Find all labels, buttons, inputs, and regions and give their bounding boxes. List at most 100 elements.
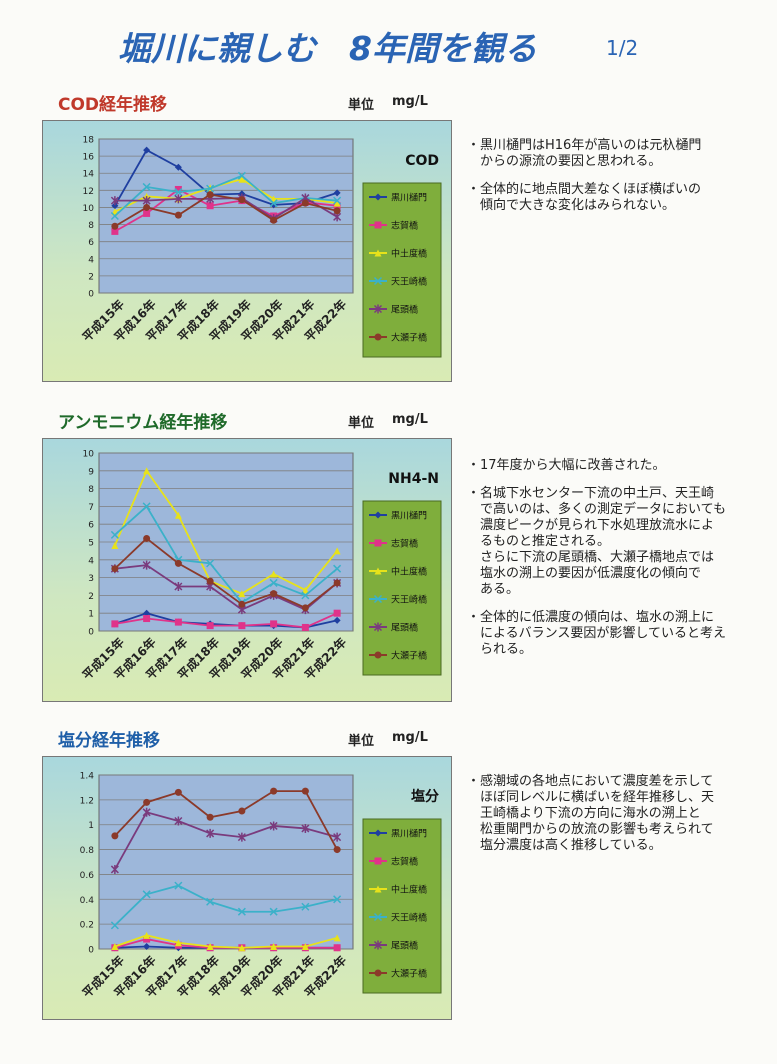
legend-label: 尾頭橋: [391, 940, 418, 952]
data-point: [238, 600, 246, 608]
salinity-unit-value: mg/L: [392, 730, 428, 745]
data-point: [174, 582, 183, 591]
data-point: [238, 944, 246, 952]
data-point: [206, 577, 214, 585]
data-point: [111, 222, 119, 230]
data-point: [301, 787, 309, 795]
data-point: [174, 816, 183, 826]
data-point: [142, 890, 151, 899]
legend-marker: [373, 276, 383, 286]
y-tick-label: 7: [88, 503, 94, 513]
y-tick-label: 10: [83, 204, 95, 214]
salinity-section-title: 塩分経年推移: [58, 731, 160, 751]
chart-title: NH4-N: [388, 471, 439, 487]
data-point: [301, 591, 310, 600]
salinity-notes: ・感潮域の各地点において濃度差を示して ほぼ同レベルに横ばいを経年推移し、天 王…: [467, 774, 767, 866]
data-point: [206, 813, 214, 821]
legend-marker: [374, 193, 382, 201]
legend-label: 中土度橋: [391, 884, 427, 896]
data-point: [269, 578, 278, 587]
legend-label: 黒川樋門: [391, 192, 427, 204]
data-point: [269, 907, 278, 916]
data-point: [333, 616, 341, 624]
data-point: [269, 199, 278, 208]
series-line: [114, 468, 338, 595]
legend-label: 黒川樋門: [391, 510, 427, 522]
legend-label: 尾頭橋: [391, 622, 418, 634]
data-point: [110, 921, 119, 930]
series-line: [114, 537, 338, 609]
data-point: [333, 832, 342, 842]
legend-marker: [373, 594, 383, 604]
y-tick-label: 2: [88, 592, 94, 602]
legend-marker: [374, 829, 382, 837]
legend-label: 中土度橋: [391, 566, 427, 578]
y-tick-label: 0.8: [80, 846, 95, 856]
cod-chart-panel: 0 2 4 6 8 10 12 14 16 18 平成15年 平成16年 平成17年 平成18年 平成19年…: [42, 120, 452, 382]
legend-label: 大瀬子橋: [391, 332, 427, 344]
data-point: [142, 182, 151, 191]
y-tick-label: 18: [83, 136, 95, 146]
data-point: [333, 609, 341, 617]
data-point: [333, 199, 341, 207]
data-point: [174, 163, 182, 171]
y-tick-label: 0: [88, 946, 94, 956]
data-point: [142, 196, 151, 206]
legend-marker: [374, 333, 382, 341]
data-point: [270, 787, 278, 795]
data-point: [206, 191, 214, 199]
y-tick-label: 16: [83, 153, 95, 163]
data-point: [237, 907, 246, 916]
salinity-unit-label: 単位: [348, 734, 375, 749]
data-point: [206, 202, 214, 210]
legend-marker: [374, 567, 382, 575]
data-point: [143, 943, 151, 951]
data-point: [143, 467, 151, 475]
ammonium-note-2: ・名城下水センター下流の中土戸、天王崎 で高いのは、多くの測定データにおいても …: [467, 486, 726, 597]
salinity-note-1: ・感潮域の各地点において濃度差を示して ほぼ同レベルに横ばいを経年推移し、天 王…: [467, 774, 715, 853]
data-point: [333, 564, 342, 573]
legend-label: 天王崎橋: [391, 912, 427, 924]
data-point: [206, 943, 214, 951]
data-point: [174, 618, 182, 626]
data-point: [270, 590, 278, 598]
page-title: 堀川に親しむ 8年間を観る: [118, 29, 537, 68]
y-tick-label: 6: [88, 521, 94, 531]
data-point: [301, 823, 310, 833]
ammonium-section-title: アンモニウム経年推移: [58, 413, 228, 433]
legend-label: 大瀬子橋: [391, 650, 427, 662]
ammonium-unit-value: mg/L: [392, 412, 428, 427]
ammonium-unit-label: 単位: [348, 416, 375, 431]
data-point: [206, 897, 215, 906]
salinity-chart-panel: 0 0.2 0.4 0.6 0.8 1 1.2 1.4 平成15年 平成16年 平成17年 平成18年…: [42, 756, 452, 1020]
salinity-line-chart: 00.20.40.60.811.21.4平成15年平成16年平成17年平成18年…: [79, 772, 442, 1000]
legend-marker: [373, 912, 383, 922]
cod-unit-value: mg/L: [392, 94, 428, 109]
data-point: [333, 934, 341, 942]
series-line: [114, 504, 338, 604]
y-tick-label: 9: [88, 467, 94, 477]
y-tick-label: 0.6: [80, 871, 95, 881]
data-point: [333, 207, 341, 215]
y-tick-label: 6: [88, 238, 94, 248]
data-point: [143, 798, 151, 806]
data-point: [143, 203, 151, 211]
series-line: [114, 196, 338, 220]
legend-marker: [374, 539, 382, 547]
data-point: [301, 604, 309, 612]
data-point: [110, 530, 119, 539]
data-point: [143, 146, 151, 154]
legend-label: 尾頭橋: [391, 304, 418, 316]
y-tick-label: 8: [88, 221, 94, 231]
y-tick-label: 10: [83, 450, 95, 460]
data-point: [333, 895, 342, 904]
legend-box: [362, 500, 442, 676]
y-tick-label: 0.2: [80, 921, 94, 931]
data-point: [142, 807, 151, 817]
legend-marker: [374, 885, 382, 893]
plot-area: [98, 138, 354, 294]
data-point: [110, 211, 119, 221]
data-point: [142, 502, 151, 511]
data-point: [174, 511, 182, 519]
data-point: [111, 565, 119, 573]
